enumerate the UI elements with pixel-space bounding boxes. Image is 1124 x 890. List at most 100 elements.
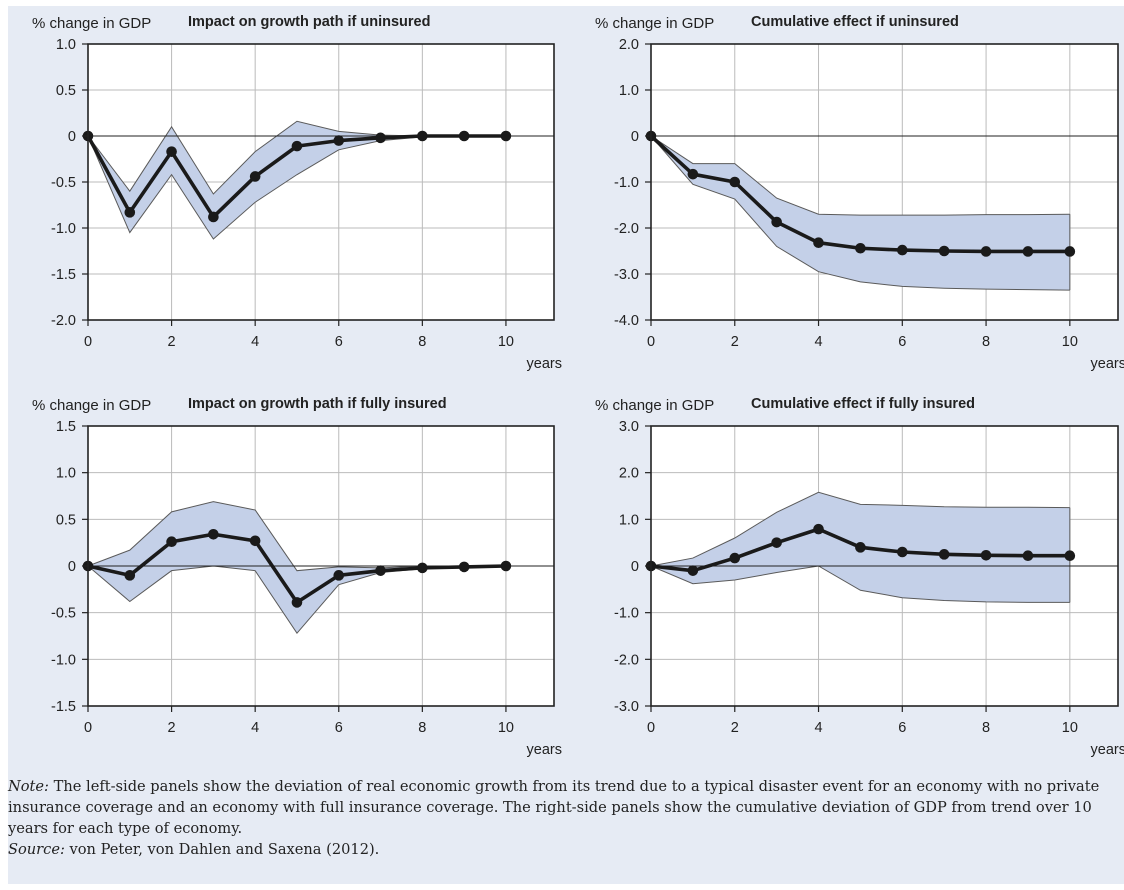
estimate-point [897, 244, 908, 256]
estimate-point [166, 536, 177, 548]
estimate-point [855, 542, 866, 553]
y-tick-label: -1.5 [51, 267, 76, 283]
estimate-point [687, 168, 699, 180]
note-text: The left-side panels show the deviation … [8, 778, 1100, 837]
charts-canvas: 1.0 0.5 0 -0.5 -1.0 -1.5 -2.0 0 2 4 6 8 10 % change i… [32, 14, 1124, 758]
estimate-point [771, 537, 782, 548]
chart-title: Impact on growth path if fully insured [188, 396, 447, 412]
x-tick-label: 6 [898, 334, 906, 350]
estimate-point [1022, 550, 1034, 562]
estimate-point [729, 176, 741, 188]
estimate-point [208, 528, 219, 540]
x-tick-label: 0 [647, 334, 655, 350]
x-tick-label: 10 [1062, 720, 1078, 736]
estimate-point [938, 549, 950, 560]
y-tick-label: 3.0 [619, 419, 639, 435]
x-tick-label: 0 [84, 334, 92, 350]
x-tick-label: 10 [498, 334, 514, 350]
estimate-point [375, 565, 386, 576]
estimate-point [333, 135, 345, 146]
y-tick-label: -4.0 [614, 313, 639, 329]
estimate-point [124, 207, 136, 218]
estimate-point [1022, 246, 1034, 257]
y-tick-label: -1.0 [614, 606, 639, 622]
note-block: Note: The left-side panels show the devi… [8, 776, 1124, 860]
estimate-point [249, 535, 261, 547]
y-tick-label: -1.0 [51, 652, 76, 668]
y-tick-label: -2.0 [614, 221, 639, 237]
figure-panel: 1.0 0.5 0 -0.5 -1.0 -1.5 -2.0 0 2 4 6 8 10 % change i… [8, 6, 1124, 884]
chart-bottom-right: 3.0 2.0 1.0 0 -1.0 -2.0 -3.0 0 2 4 6 8 10 % change in… [595, 396, 1124, 758]
x-tick-label: 4 [814, 720, 822, 736]
estimate-point [166, 146, 177, 157]
x-tick-label: 8 [418, 720, 426, 736]
x-tick-label: 0 [647, 720, 655, 736]
x-tick-label: 8 [982, 720, 990, 736]
chart-bottom-left: 1.5 1.0 0.5 0 -0.5 -1.0 -1.5 0 2 4 6 8 10 % change in… [32, 396, 562, 758]
chart-top-right: 2.0 1.0 0 -1.0 -2.0 -3.0 -4.0 0 2 4 6 8 10 % change i… [595, 14, 1124, 372]
note-paragraph: Note: The left-side panels show the devi… [8, 776, 1124, 839]
y-tick-label: 1.0 [56, 466, 76, 482]
x-tick-label: 6 [335, 720, 343, 736]
x-tick-label: 2 [731, 334, 739, 350]
estimate-point [729, 552, 741, 564]
x-axis-label: years [527, 742, 562, 758]
y-tick-label: -0.5 [51, 606, 76, 622]
estimate-point [249, 171, 261, 182]
x-axis-label: years [1091, 356, 1124, 372]
x-tick-label: 10 [1062, 334, 1078, 350]
band-upper-edge [650, 135, 1070, 216]
y-tick-label: -1.0 [614, 175, 639, 191]
chart-title: Cumulative effect if fully insured [751, 396, 975, 412]
x-axis-label: years [1091, 742, 1124, 758]
estimate-point [375, 132, 386, 144]
band-lower-edge [650, 565, 1070, 603]
estimate-point [500, 560, 512, 572]
y-tick-label: 0.5 [56, 512, 76, 528]
y-tick-label: 0 [631, 559, 639, 575]
chart-title: Impact on growth path if uninsured [188, 14, 430, 30]
y-tick-label: 1.0 [619, 512, 639, 528]
estimate-point [980, 246, 992, 257]
confidence-band [88, 501, 506, 634]
estimate-point [417, 130, 428, 142]
y-tick-label: 2.0 [619, 37, 639, 53]
x-tick-label: 10 [498, 720, 514, 736]
y-unit-label: % change in GDP [595, 397, 714, 414]
band-lower-edge [650, 135, 1070, 291]
y-tick-label: -0.5 [51, 175, 76, 191]
estimate-point [980, 549, 992, 561]
estimate-point [124, 570, 136, 581]
estimate-point [458, 561, 470, 573]
y-tick-label: -2.0 [614, 652, 639, 668]
x-tick-label: 6 [898, 720, 906, 736]
band-upper-edge [650, 491, 1070, 567]
estimate-point [897, 546, 908, 558]
y-tick-label: -1.5 [51, 699, 76, 715]
estimate-point [687, 565, 699, 576]
estimate-point [291, 140, 303, 152]
y-unit-label: % change in GDP [32, 397, 151, 414]
y-tick-label: -3.0 [614, 699, 639, 715]
y-tick-label: 1.0 [619, 83, 639, 99]
x-tick-label: 8 [982, 334, 990, 350]
x-tick-label: 2 [168, 720, 176, 736]
estimate-point [417, 562, 428, 574]
estimate-point [1064, 550, 1076, 562]
estimate-point [1064, 246, 1076, 257]
source-label: Source: [8, 841, 65, 858]
chart-top-left: 1.0 0.5 0 -0.5 -1.0 -1.5 -2.0 0 2 4 6 8 10 % change i… [32, 14, 562, 372]
y-unit-label: % change in GDP [32, 15, 151, 32]
x-tick-label: 2 [731, 720, 739, 736]
x-tick-label: 4 [251, 334, 259, 350]
x-tick-label: 2 [168, 334, 176, 350]
x-tick-label: 4 [814, 334, 822, 350]
y-unit-label: % change in GDP [595, 15, 714, 32]
estimate-point [291, 597, 303, 608]
estimate-point [813, 523, 824, 535]
x-tick-label: 8 [418, 334, 426, 350]
source-paragraph: Source: von Peter, von Dahlen and Saxena… [8, 839, 1124, 860]
y-tick-label: 1.0 [56, 37, 76, 53]
note-label: Note: [8, 778, 49, 795]
x-tick-label: 4 [251, 720, 259, 736]
